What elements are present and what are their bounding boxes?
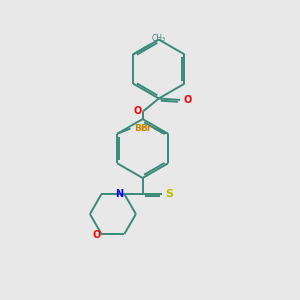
Text: Br: Br [140, 124, 152, 133]
Text: N: N [115, 189, 123, 199]
Text: O: O [184, 95, 192, 105]
Text: O: O [93, 230, 101, 240]
Text: CH₃: CH₃ [152, 34, 166, 43]
Text: Br: Br [134, 124, 145, 133]
Text: O: O [133, 106, 142, 116]
Text: S: S [166, 189, 174, 199]
